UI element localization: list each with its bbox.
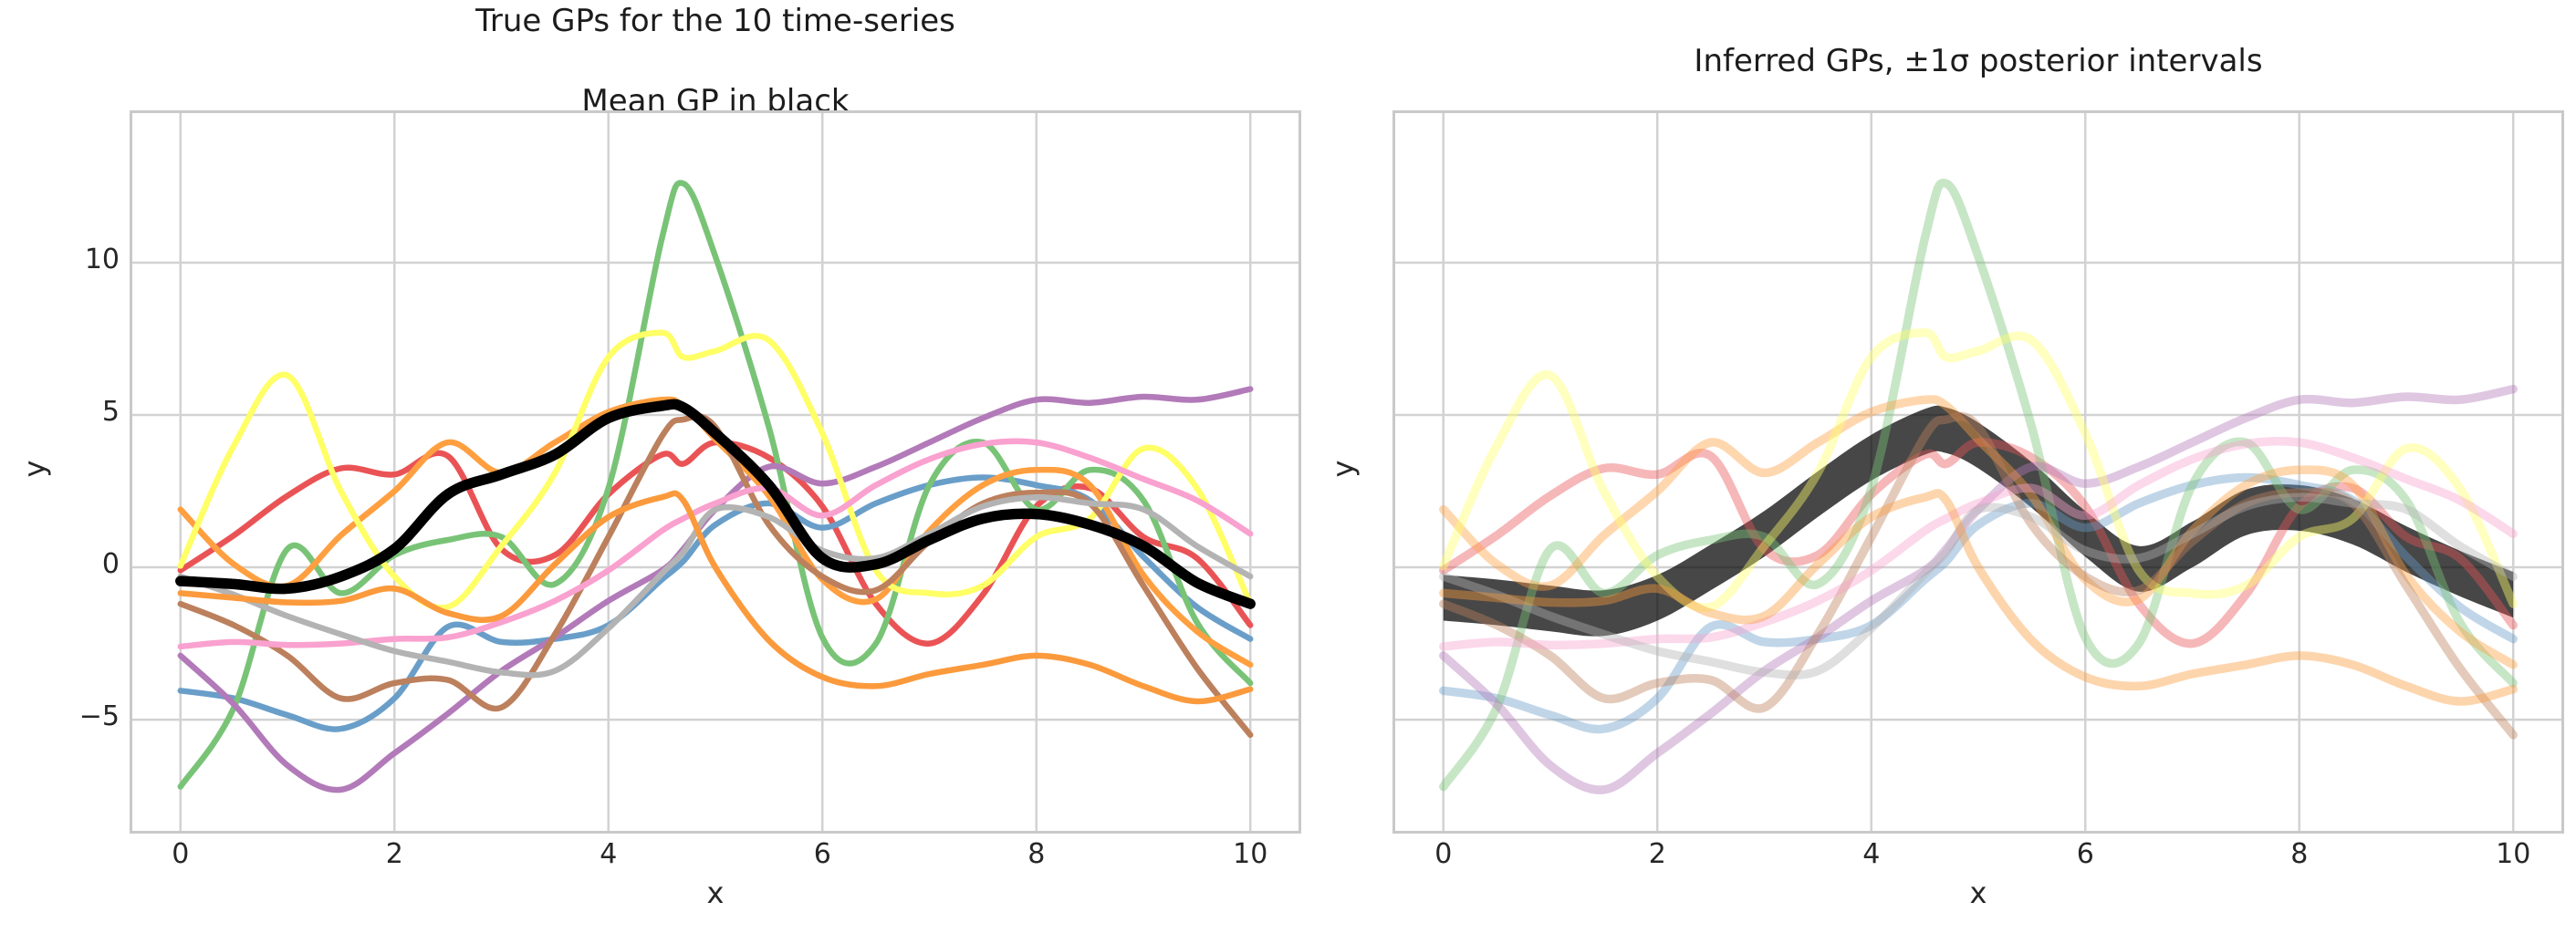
- x-tick-label-inferred-gps-6: 6: [2076, 838, 2094, 870]
- series-line-gp-09-gray: [177, 493, 1254, 679]
- series-line-gp-06-yellow: [177, 329, 1254, 611]
- mean-gp-line: [175, 399, 1256, 609]
- x-tick-label-true-gps-4: 4: [600, 838, 618, 870]
- series-line-gp-02-blue-faded: [1439, 472, 2518, 734]
- subplot-true-gps: [130, 110, 1301, 834]
- x-tick-label-true-gps-8: 8: [1027, 838, 1046, 870]
- y-axis-label-right: y: [1326, 460, 1361, 478]
- x-tick-label-inferred-gps-2: 2: [1648, 838, 1666, 870]
- series-line-gp-08-pink: [177, 438, 1254, 650]
- series-line-gp-01-red-faded: [1439, 438, 2518, 648]
- y-tick-label-−5: −5: [78, 700, 120, 733]
- series-line-gp-06-yellow-faded: [1439, 328, 2518, 613]
- series-line-gp-09-gray-faded: [1439, 492, 2518, 679]
- x-axis-label-left: x: [706, 876, 725, 910]
- series-line-gp-07-brown-faded: [1439, 411, 2518, 740]
- x-tick-label-true-gps-10: 10: [1233, 838, 1268, 870]
- series-line-gp-03-green: [177, 180, 1254, 790]
- left-plot-title: True GPs for the 10 time-series Mean GP …: [132, 1, 1298, 121]
- series-line-gp-04-purple-faded: [1439, 384, 2518, 794]
- x-axis-label-right: x: [1969, 876, 1987, 910]
- posterior-interval-band: [1443, 405, 2514, 637]
- x-tick-label-true-gps-6: 6: [813, 838, 831, 870]
- x-tick-label-true-gps-2: 2: [385, 838, 403, 870]
- left-plot-title-line1: True GPs for the 10 time-series: [475, 3, 955, 39]
- right-plot-title-text: Inferred GPs, ±1σ posterior intervals: [1694, 43, 2263, 79]
- series-line-gp-08-pink-faded: [1439, 436, 2518, 651]
- y-axis-label-left: y: [17, 460, 52, 478]
- x-tick-label-inferred-gps-8: 8: [2290, 838, 2309, 870]
- subplot-inferred-gps: [1392, 110, 2564, 834]
- y-tick-label-0: 0: [101, 548, 120, 581]
- series-line-gp-10-orange2: [177, 490, 1254, 705]
- series-line-gp-03-green-faded: [1439, 178, 2518, 792]
- x-tick-label-inferred-gps-4: 4: [1862, 838, 1881, 870]
- series-line-gp-10-orange2-faded: [1439, 489, 2518, 706]
- x-tick-label-true-gps-0: 0: [172, 838, 190, 870]
- x-tick-label-inferred-gps-0: 0: [1434, 838, 1453, 870]
- plot-canvas-inferred-gps: [1395, 113, 2561, 831]
- right-plot-title: Inferred GPs, ±1σ posterior intervals: [1395, 41, 2561, 81]
- x-tick-label-inferred-gps-10: 10: [2496, 838, 2531, 870]
- y-tick-label-5: 5: [101, 396, 120, 429]
- series-line-gp-05-orange-faded: [1439, 395, 2518, 669]
- plot-canvas-true-gps: [132, 113, 1298, 831]
- y-tick-label-10: 10: [84, 244, 120, 275]
